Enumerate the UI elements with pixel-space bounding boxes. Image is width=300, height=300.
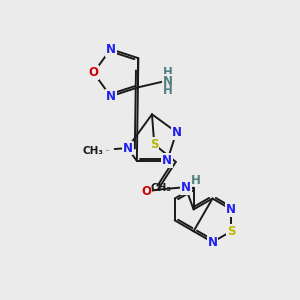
Text: S: S (227, 225, 236, 238)
Text: S: S (150, 138, 158, 151)
Text: N: N (162, 154, 172, 167)
Text: N: N (163, 75, 173, 88)
Text: H: H (163, 66, 173, 79)
Text: N: N (106, 90, 116, 103)
Text: H: H (163, 84, 173, 97)
Text: N: N (172, 126, 182, 139)
Text: CH₃: CH₃ (83, 146, 104, 156)
Text: N: N (226, 203, 236, 216)
Text: methyl: methyl (106, 150, 111, 151)
Text: H: H (190, 174, 200, 187)
Text: CH₃: CH₃ (151, 183, 172, 193)
Text: N: N (208, 236, 218, 249)
Text: N: N (181, 181, 191, 194)
Text: O: O (141, 185, 151, 198)
Text: N: N (106, 43, 116, 56)
Text: N: N (122, 142, 133, 154)
Text: O: O (88, 66, 98, 79)
